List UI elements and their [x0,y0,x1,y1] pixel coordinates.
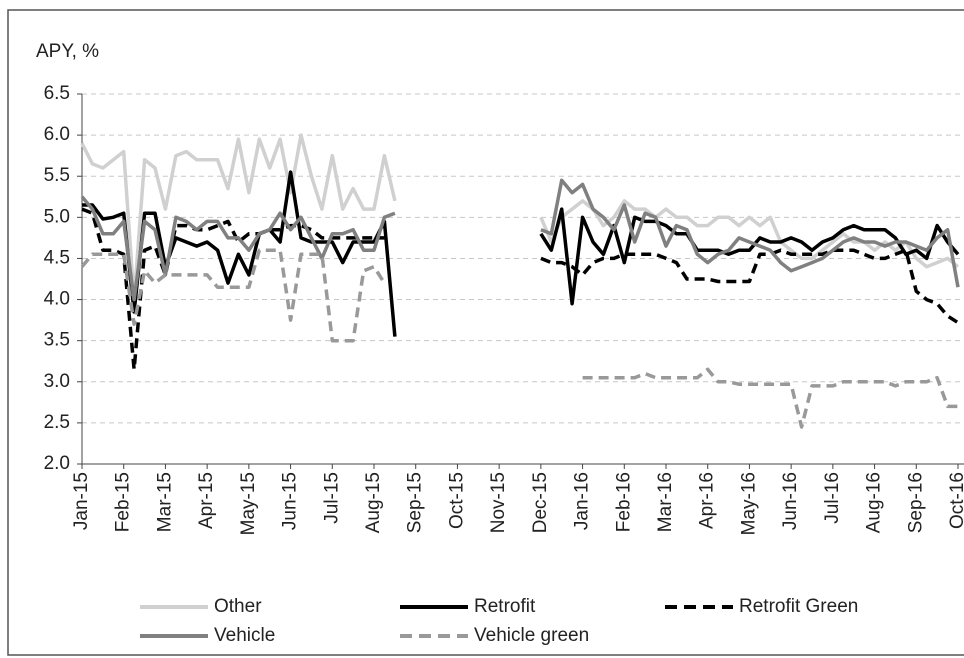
x-tick-label: Aug-16 [864,472,885,533]
x-tick-label: Mar-15 [154,472,175,532]
series-line [80,248,958,429]
x-tick-label: Nov-15 [488,472,509,533]
y-tick-label: 4.0 [44,289,70,310]
x-tick-label: Oct-16 [947,472,964,529]
x-tick-label: Apr-16 [697,472,718,529]
y-tick-label: 5.5 [44,165,70,186]
y-tick-label: 2.5 [44,412,70,433]
x-tick-label: Jul-15 [321,472,342,524]
x-tick-label: May-15 [238,472,259,535]
x-tick-label: Jan-15 [71,472,92,530]
y-tick-label: 5.0 [44,206,70,227]
x-tick-label: Jun-16 [780,472,801,530]
x-tick-label: Jan-16 [572,472,593,530]
x-tick-label: Mar-16 [655,472,676,532]
x-tick-label: Dec-15 [530,472,551,533]
y-axis-label: APY, % [36,41,99,62]
legend-label: Vehicle green [474,625,589,646]
y-tick-label: 6.5 [44,83,70,104]
x-tick-label: Feb-15 [113,472,134,532]
legend-label: Retrofit [474,596,536,617]
y-tick-label: 2.0 [44,453,70,474]
series-line [81,207,959,372]
x-tick-label: Feb-16 [613,472,634,532]
y-tick-label: 3.5 [44,330,70,351]
legend-label: Retrofit Green [739,596,858,617]
x-tick-label: Oct-15 [446,472,467,529]
x-tick-label: Sep-16 [905,472,926,533]
x-tick-label: Apr-15 [196,472,217,529]
chart-frame [7,9,964,656]
x-tick-label: Sep-15 [405,472,426,533]
y-tick-label: 6.0 [44,124,70,145]
legend-label: Other [214,596,262,617]
x-tick-label: Jul-16 [822,472,843,524]
y-tick-label: 3.0 [44,371,70,392]
series-line [80,178,960,302]
y-tick-label: 4.5 [44,247,70,268]
series-line [82,170,960,337]
legend-label: Vehicle [214,625,275,646]
x-tick-label: May-16 [738,472,759,535]
x-tick-label: Jun-15 [280,472,301,530]
x-tick-label: Aug-15 [363,472,384,533]
